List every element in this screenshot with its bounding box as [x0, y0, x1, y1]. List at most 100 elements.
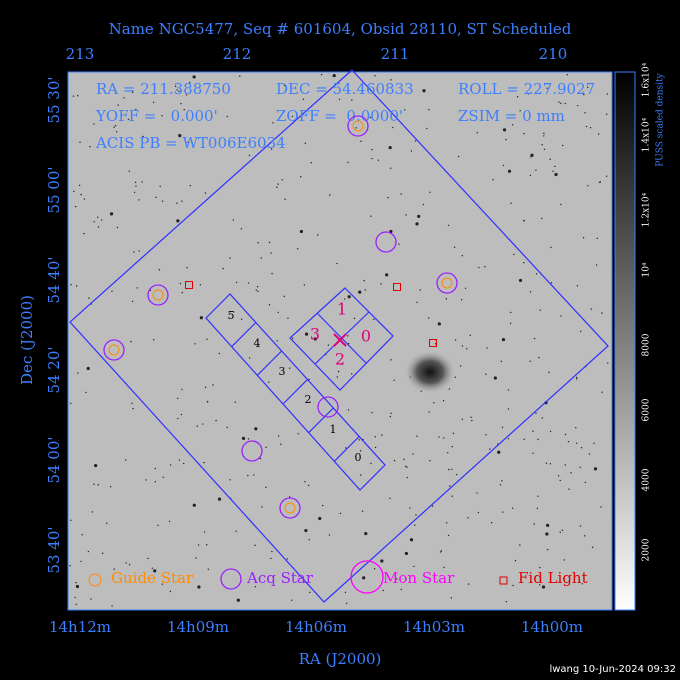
star — [217, 497, 222, 501]
star — [151, 567, 154, 569]
star — [309, 591, 311, 594]
star — [485, 373, 487, 375]
star — [564, 102, 567, 105]
star — [442, 400, 445, 402]
star — [580, 447, 583, 449]
star — [583, 93, 585, 96]
bottom-tick-label: 14h09m — [167, 618, 229, 636]
star — [355, 127, 357, 129]
star — [72, 95, 75, 97]
star — [87, 550, 90, 553]
star — [351, 373, 353, 375]
star — [404, 465, 407, 468]
star — [587, 86, 589, 89]
colorbar-label: PUSS scaled density — [656, 72, 666, 166]
acq-star — [436, 272, 458, 294]
star — [419, 289, 421, 291]
star — [85, 391, 87, 394]
star — [240, 228, 243, 230]
star — [270, 557, 272, 560]
star — [215, 419, 217, 422]
x-axis-label: RA (J2000) — [299, 650, 382, 668]
legend-mon — [350, 560, 384, 594]
star — [535, 273, 538, 275]
star — [97, 484, 99, 486]
acis-s-label: 5 — [228, 309, 235, 322]
star — [527, 93, 530, 95]
star — [358, 439, 360, 441]
star — [239, 75, 241, 77]
star — [584, 481, 587, 484]
star — [530, 156, 532, 158]
star — [601, 312, 603, 314]
star — [554, 172, 558, 177]
star — [389, 415, 392, 418]
star — [70, 283, 72, 286]
star — [543, 135, 545, 137]
star — [328, 534, 331, 536]
star — [447, 224, 450, 227]
star — [276, 340, 278, 342]
star — [308, 378, 310, 381]
star — [226, 115, 228, 118]
star — [73, 190, 75, 193]
acis-i-label: 3 — [310, 325, 320, 344]
star — [347, 409, 350, 411]
star — [290, 599, 293, 601]
star — [575, 376, 578, 379]
star — [271, 272, 273, 275]
star — [545, 462, 548, 464]
star — [199, 316, 203, 320]
star — [203, 461, 205, 464]
star — [80, 193, 82, 196]
star — [272, 122, 274, 124]
star — [80, 560, 82, 563]
star — [261, 506, 263, 508]
star — [529, 360, 531, 362]
star — [546, 523, 550, 527]
star — [590, 308, 593, 310]
acis-s-label: 4 — [254, 337, 261, 350]
star — [147, 557, 149, 560]
star — [291, 115, 294, 118]
star — [485, 434, 487, 436]
star — [131, 300, 134, 303]
colorbar — [614, 71, 636, 611]
star — [577, 104, 579, 107]
left-tick-label: 54 20' — [45, 346, 63, 393]
star — [178, 134, 182, 138]
star — [260, 257, 262, 259]
star — [189, 81, 191, 84]
star — [416, 435, 418, 437]
star — [202, 423, 204, 425]
star — [158, 269, 161, 271]
star — [377, 159, 380, 161]
star — [297, 248, 299, 250]
star — [452, 432, 455, 434]
guide-star — [284, 502, 296, 514]
acis-s-label: 3 — [279, 365, 286, 378]
star — [77, 372, 79, 374]
star — [443, 566, 445, 569]
star — [337, 370, 340, 373]
left-tick-label: 54 00' — [45, 436, 63, 483]
acq-star — [241, 440, 263, 462]
star — [538, 584, 541, 586]
star — [567, 440, 570, 443]
info-line: YOFF = 0.000' — [95, 107, 218, 125]
star — [255, 289, 257, 291]
star — [448, 468, 450, 471]
star — [344, 298, 346, 300]
star — [327, 344, 330, 346]
star — [374, 446, 377, 449]
legend-acq — [220, 568, 242, 590]
star — [339, 512, 342, 515]
star — [539, 566, 541, 569]
star — [336, 262, 338, 265]
star — [180, 102, 182, 105]
star — [493, 376, 497, 380]
star — [415, 222, 419, 226]
star — [581, 583, 583, 585]
info-line: ROLL = 227.9027 — [458, 80, 595, 98]
star — [593, 442, 595, 444]
